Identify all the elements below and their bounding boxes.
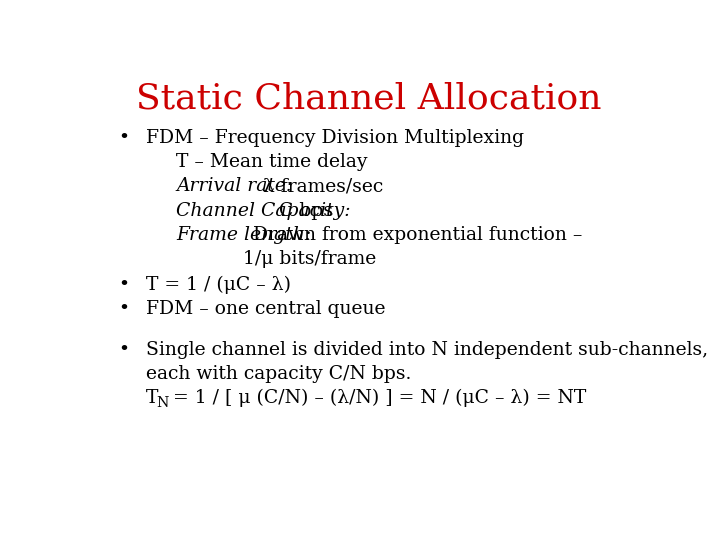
Text: •: • — [118, 300, 129, 318]
Text: Static Channel Allocation: Static Channel Allocation — [136, 82, 602, 116]
Text: FDM – Frequency Division Multiplexing: FDM – Frequency Division Multiplexing — [145, 129, 523, 147]
Text: C bps: C bps — [279, 201, 333, 220]
Text: Frame length:: Frame length: — [176, 226, 312, 244]
Text: •: • — [118, 276, 129, 294]
Text: N: N — [156, 396, 168, 410]
Text: 1/μ bits/frame: 1/μ bits/frame — [243, 250, 377, 268]
Text: Channel Capacity:: Channel Capacity: — [176, 201, 351, 220]
Text: Single channel is divided into N independent sub-channels,: Single channel is divided into N indepen… — [145, 341, 708, 359]
Text: λ frames/sec: λ frames/sec — [263, 178, 383, 195]
Text: = 1 / [ μ (C/N) – (λ/N) ] = N / (μC – λ) = NT: = 1 / [ μ (C/N) – (λ/N) ] = N / (μC – λ)… — [167, 389, 586, 407]
Text: T = 1 / (μC – λ): T = 1 / (μC – λ) — [145, 276, 291, 294]
Text: each with capacity C/N bps.: each with capacity C/N bps. — [145, 365, 411, 383]
Text: •: • — [118, 341, 129, 359]
Text: Arrival rate:: Arrival rate: — [176, 178, 293, 195]
Text: •: • — [118, 129, 129, 147]
Text: Drawn from exponential function –: Drawn from exponential function – — [253, 226, 582, 244]
Text: FDM – one central queue: FDM – one central queue — [145, 300, 385, 318]
Text: T – Mean time delay: T – Mean time delay — [176, 153, 368, 171]
Text: T: T — [145, 389, 158, 407]
